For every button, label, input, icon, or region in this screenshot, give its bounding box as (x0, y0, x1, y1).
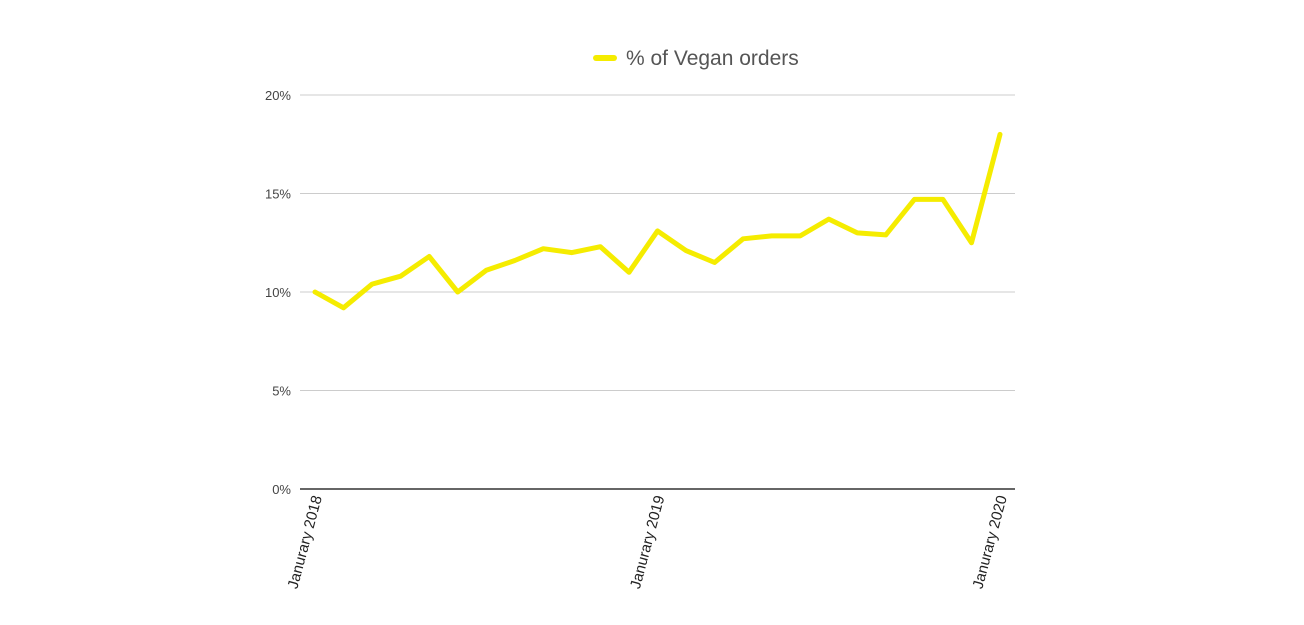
legend-label: % of Vegan orders (626, 47, 799, 70)
legend: % of Vegan orders (593, 47, 799, 70)
gridlines (300, 94, 1015, 391)
y-tick-label: 20% (265, 88, 291, 103)
y-tick-label: 0% (272, 482, 291, 497)
x-tick-label: Janurary 2018 (285, 494, 326, 591)
x-axis-tick-labels: Janurary 2018 Janurary 2019 Janurary 2020 (285, 494, 1011, 591)
y-axis-tick-labels: 0% 5% 10% 15% 20% (265, 88, 291, 497)
y-tick-label: 5% (272, 384, 291, 399)
x-tick-label: Janurary 2020 (970, 494, 1011, 591)
x-tick-label: Janurary 2019 (627, 494, 668, 591)
y-tick-label: 15% (265, 187, 291, 202)
series-line-vegan-orders (312, 131, 1003, 311)
y-tick-label: 10% (265, 285, 291, 300)
